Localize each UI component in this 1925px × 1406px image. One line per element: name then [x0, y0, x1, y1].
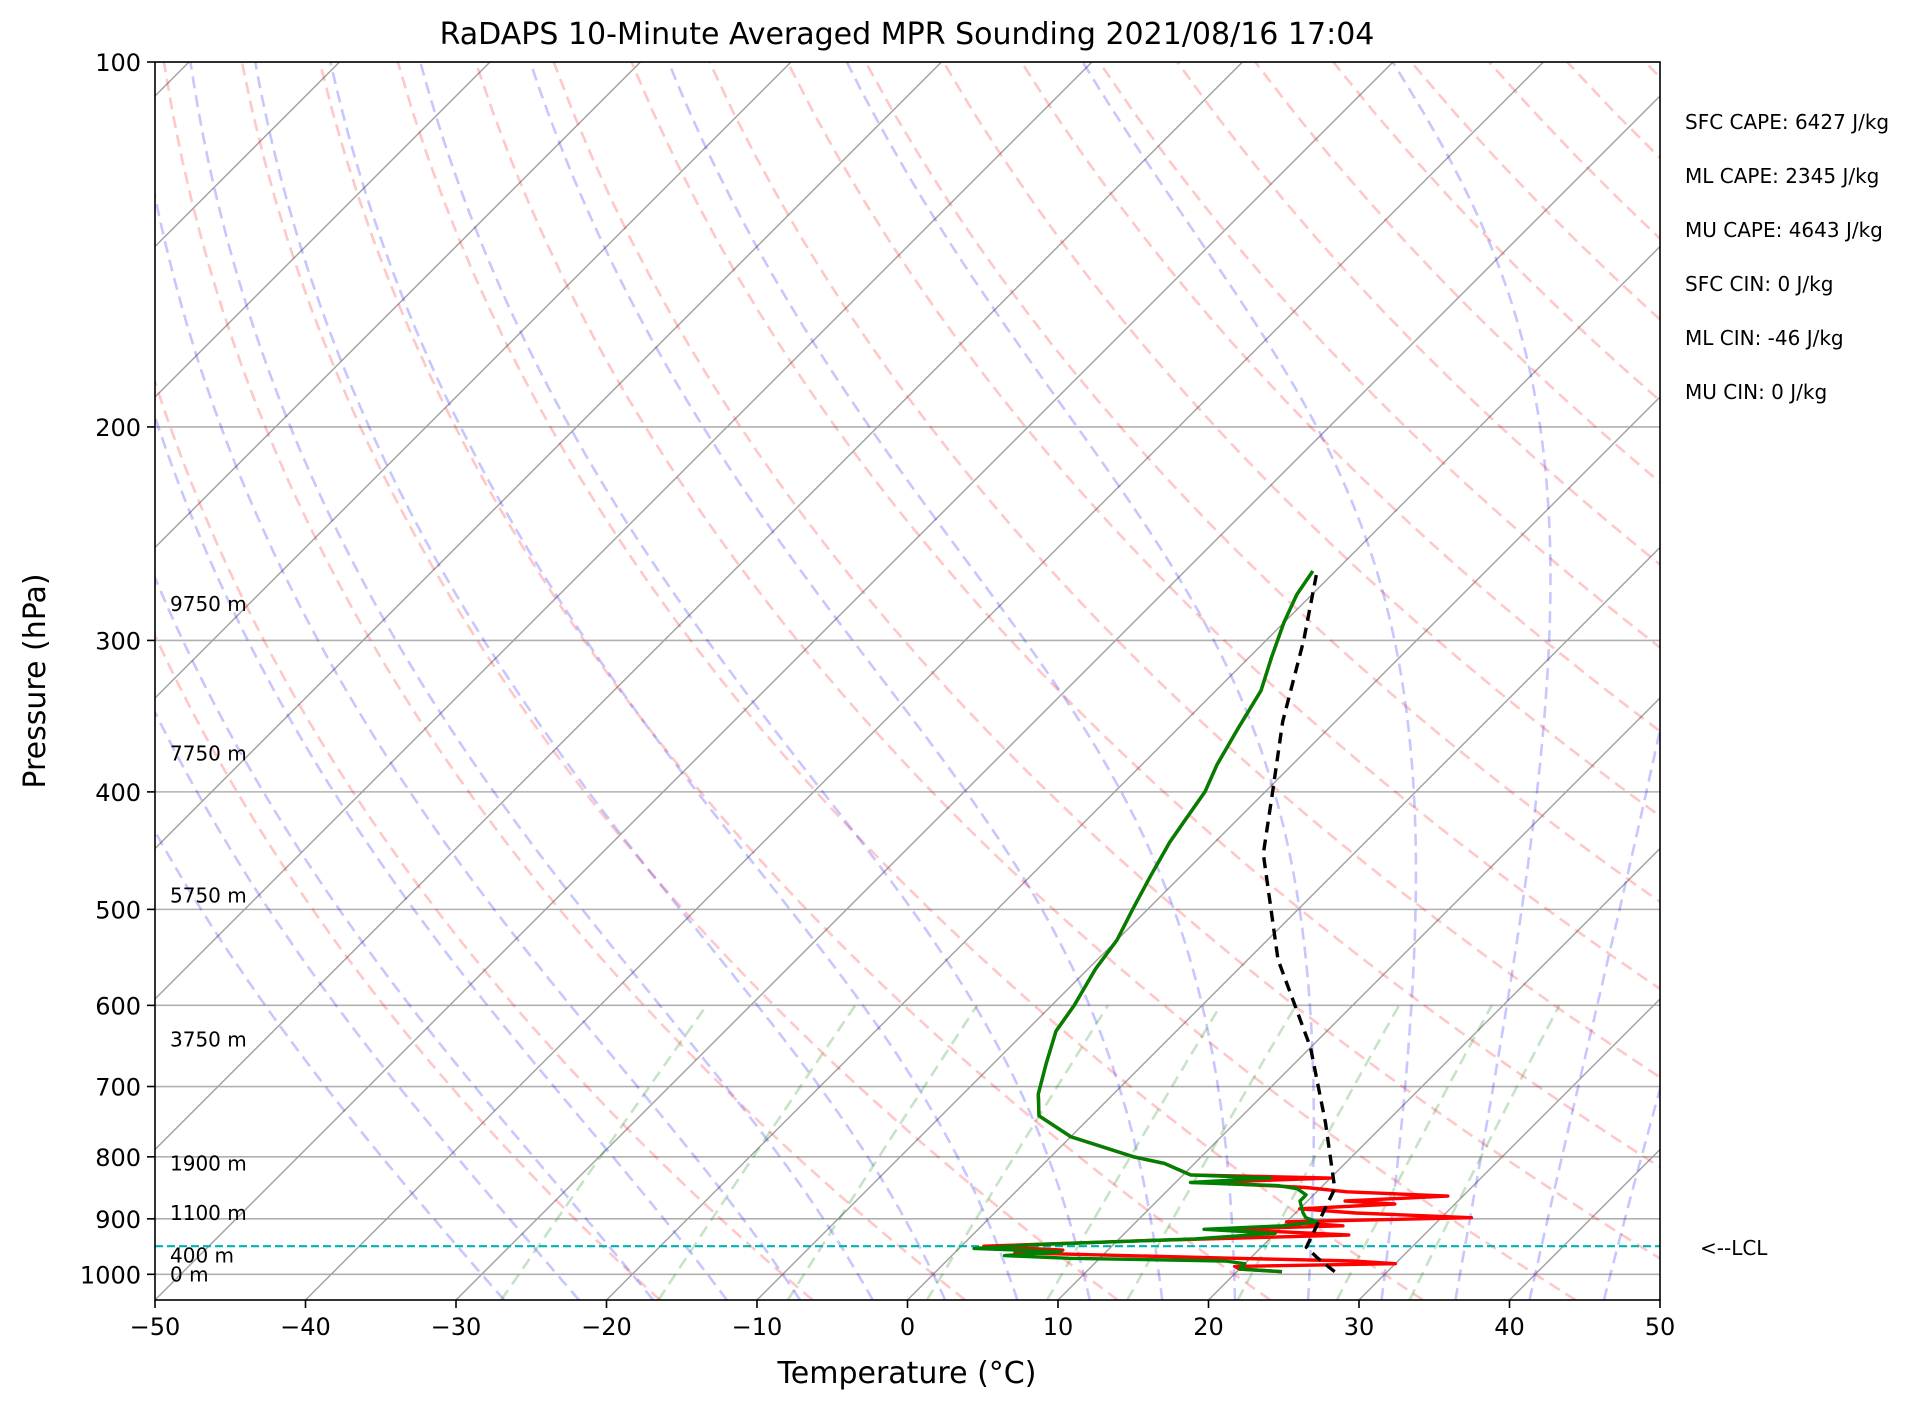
stat-annotation: ML CAPE: 2345 J/kg — [1685, 164, 1879, 188]
dry-adiabat-line — [162, 62, 967, 1300]
isotherm-line — [907, 546, 1660, 1300]
stat-annotation: SFC CIN: 0 J/kg — [1685, 272, 1833, 296]
x-tick-label: 20 — [1193, 1313, 1224, 1341]
dry-adiabat-line — [155, 377, 814, 1300]
annotations: SFC CAPE: 6427 J/kg ML CAPE: 2345 J/kg MU … — [1685, 110, 1889, 404]
x-tick-label: 40 — [1494, 1313, 1525, 1341]
dry-adiabat-line — [864, 62, 1660, 904]
height-label: 1900 m — [170, 1151, 247, 1175]
dry-adiabat-line — [1176, 62, 1660, 567]
isotherm-line — [756, 396, 1660, 1300]
dry-adiabat-line — [552, 62, 1660, 1261]
mixing-ratio-line — [1236, 1004, 1401, 1300]
stat-annotation: MU CIN: 0 J/kg — [1685, 380, 1827, 404]
dry-adiabat-line — [1098, 62, 1660, 650]
dewpoint-line — [972, 570, 1319, 1274]
y-tick-label: 500 — [95, 896, 141, 924]
moist-adiabat-line — [529, 62, 1164, 1300]
isotherm-line — [455, 95, 1660, 1300]
y-axis-ticks: 1000 900 800 700 600 500 400 300 200 100 — [80, 49, 155, 1289]
x-tick-label: 50 — [1645, 1313, 1676, 1341]
y-tick-label: 900 — [95, 1206, 141, 1234]
x-tick-label: 30 — [1344, 1313, 1375, 1341]
x-tick-label: −30 — [431, 1313, 482, 1341]
dry-adiabat-line — [786, 62, 1660, 991]
moist-adiabat-line — [155, 189, 802, 1300]
isotherm-line — [155, 62, 641, 549]
moist-adiabat-line — [1528, 723, 1660, 1300]
dry-adiabat-line — [396, 62, 1424, 1300]
mixing-ratio-line — [1408, 1004, 1561, 1300]
dry-adiabat-line — [708, 62, 1660, 1079]
height-label: 1100 m — [170, 1201, 247, 1225]
dry-adiabat-line — [630, 62, 1660, 1169]
y-tick-label: 400 — [95, 779, 141, 807]
y-tick-label: 200 — [95, 414, 141, 442]
isotherm-line — [155, 62, 1394, 1300]
isotherm-line — [1057, 697, 1660, 1300]
mixing-ratio-line — [786, 1004, 979, 1300]
y-tick-label: 600 — [95, 992, 141, 1020]
height-label: 0 m — [170, 1262, 209, 1286]
moist-adiabat-line — [329, 62, 1019, 1300]
y-tick-label: 700 — [95, 1074, 141, 1102]
dry-adiabat-line — [240, 62, 1119, 1300]
height-label: 5750 m — [170, 883, 247, 907]
x-tick-label: 0 — [900, 1313, 915, 1341]
y-tick-label: 1000 — [80, 1261, 141, 1289]
isotherm-line — [606, 245, 1660, 1300]
y-axis-label: Pressure (hPa) — [18, 573, 53, 788]
mixing-ratio-line — [500, 1004, 708, 1300]
x-axis-label: Temperature (°C) — [777, 1356, 1037, 1391]
y-tick-label: 800 — [95, 1144, 141, 1172]
height-label: 400 m — [170, 1244, 234, 1268]
stat-annotation: ML CIN: -46 J/kg — [1685, 326, 1844, 350]
chart-title: RaDAPS 10-Minute Averaged MPR Sounding 2… — [440, 17, 1375, 52]
moist-adiabat-line — [253, 62, 947, 1300]
dry-adiabat-line — [155, 632, 661, 1300]
moist-adiabat-line — [667, 62, 1237, 1300]
isotherm-line — [1358, 998, 1660, 1300]
y-tick-label: 100 — [95, 49, 141, 77]
moist-adiabat-line — [419, 62, 1091, 1300]
dry-adiabat-line — [1020, 62, 1660, 733]
x-tick-label: −40 — [280, 1313, 331, 1341]
lcl-label: <--LCL — [1700, 1236, 1768, 1260]
isotherm-line — [155, 62, 942, 850]
stat-annotation: MU CAPE: 4643 J/kg — [1685, 218, 1883, 242]
isotherm-line — [155, 62, 1093, 1000]
x-tick-label: 10 — [1043, 1313, 1074, 1341]
x-tick-label: −10 — [732, 1313, 783, 1341]
moist-adiabat-line — [155, 828, 506, 1300]
y-tick-label: 300 — [95, 627, 141, 655]
moist-adiabat-line — [845, 62, 1316, 1300]
dry-adiabat-line — [318, 62, 1272, 1300]
mixing-ratio-line — [657, 1004, 857, 1300]
series-layer — [972, 570, 1474, 1274]
moist-adiabat-line — [189, 62, 874, 1300]
height-label: 3750 m — [170, 1027, 247, 1051]
mixing-ratio-line — [925, 1004, 1110, 1300]
isotherm-line — [155, 62, 1243, 1151]
isotherm-line — [155, 62, 491, 398]
mixing-ratio-line — [1045, 1004, 1222, 1300]
moist-adiabat-line — [1391, 62, 1552, 1300]
x-tick-label: −20 — [581, 1313, 632, 1341]
stat-annotation: SFC CAPE: 6427 J/kg — [1685, 110, 1889, 134]
height-label: 7750 m — [170, 742, 247, 766]
moist-adiabat-line — [155, 574, 655, 1300]
moist-adiabat-line — [155, 412, 728, 1300]
isotherm-line — [1208, 847, 1660, 1300]
parcel-path-line — [1261, 574, 1337, 1274]
moist-adiabat-line — [155, 709, 580, 1300]
isotherm-line — [305, 62, 1544, 1300]
dry-adiabat-line — [474, 62, 1577, 1300]
x-axis-ticks: −50 −40 −30 −20 −10 0 10 20 30 40 50 — [130, 1300, 1676, 1341]
x-tick-label: −50 — [130, 1313, 181, 1341]
height-label: 9750 m — [170, 592, 247, 616]
isotherm-line — [155, 62, 792, 699]
